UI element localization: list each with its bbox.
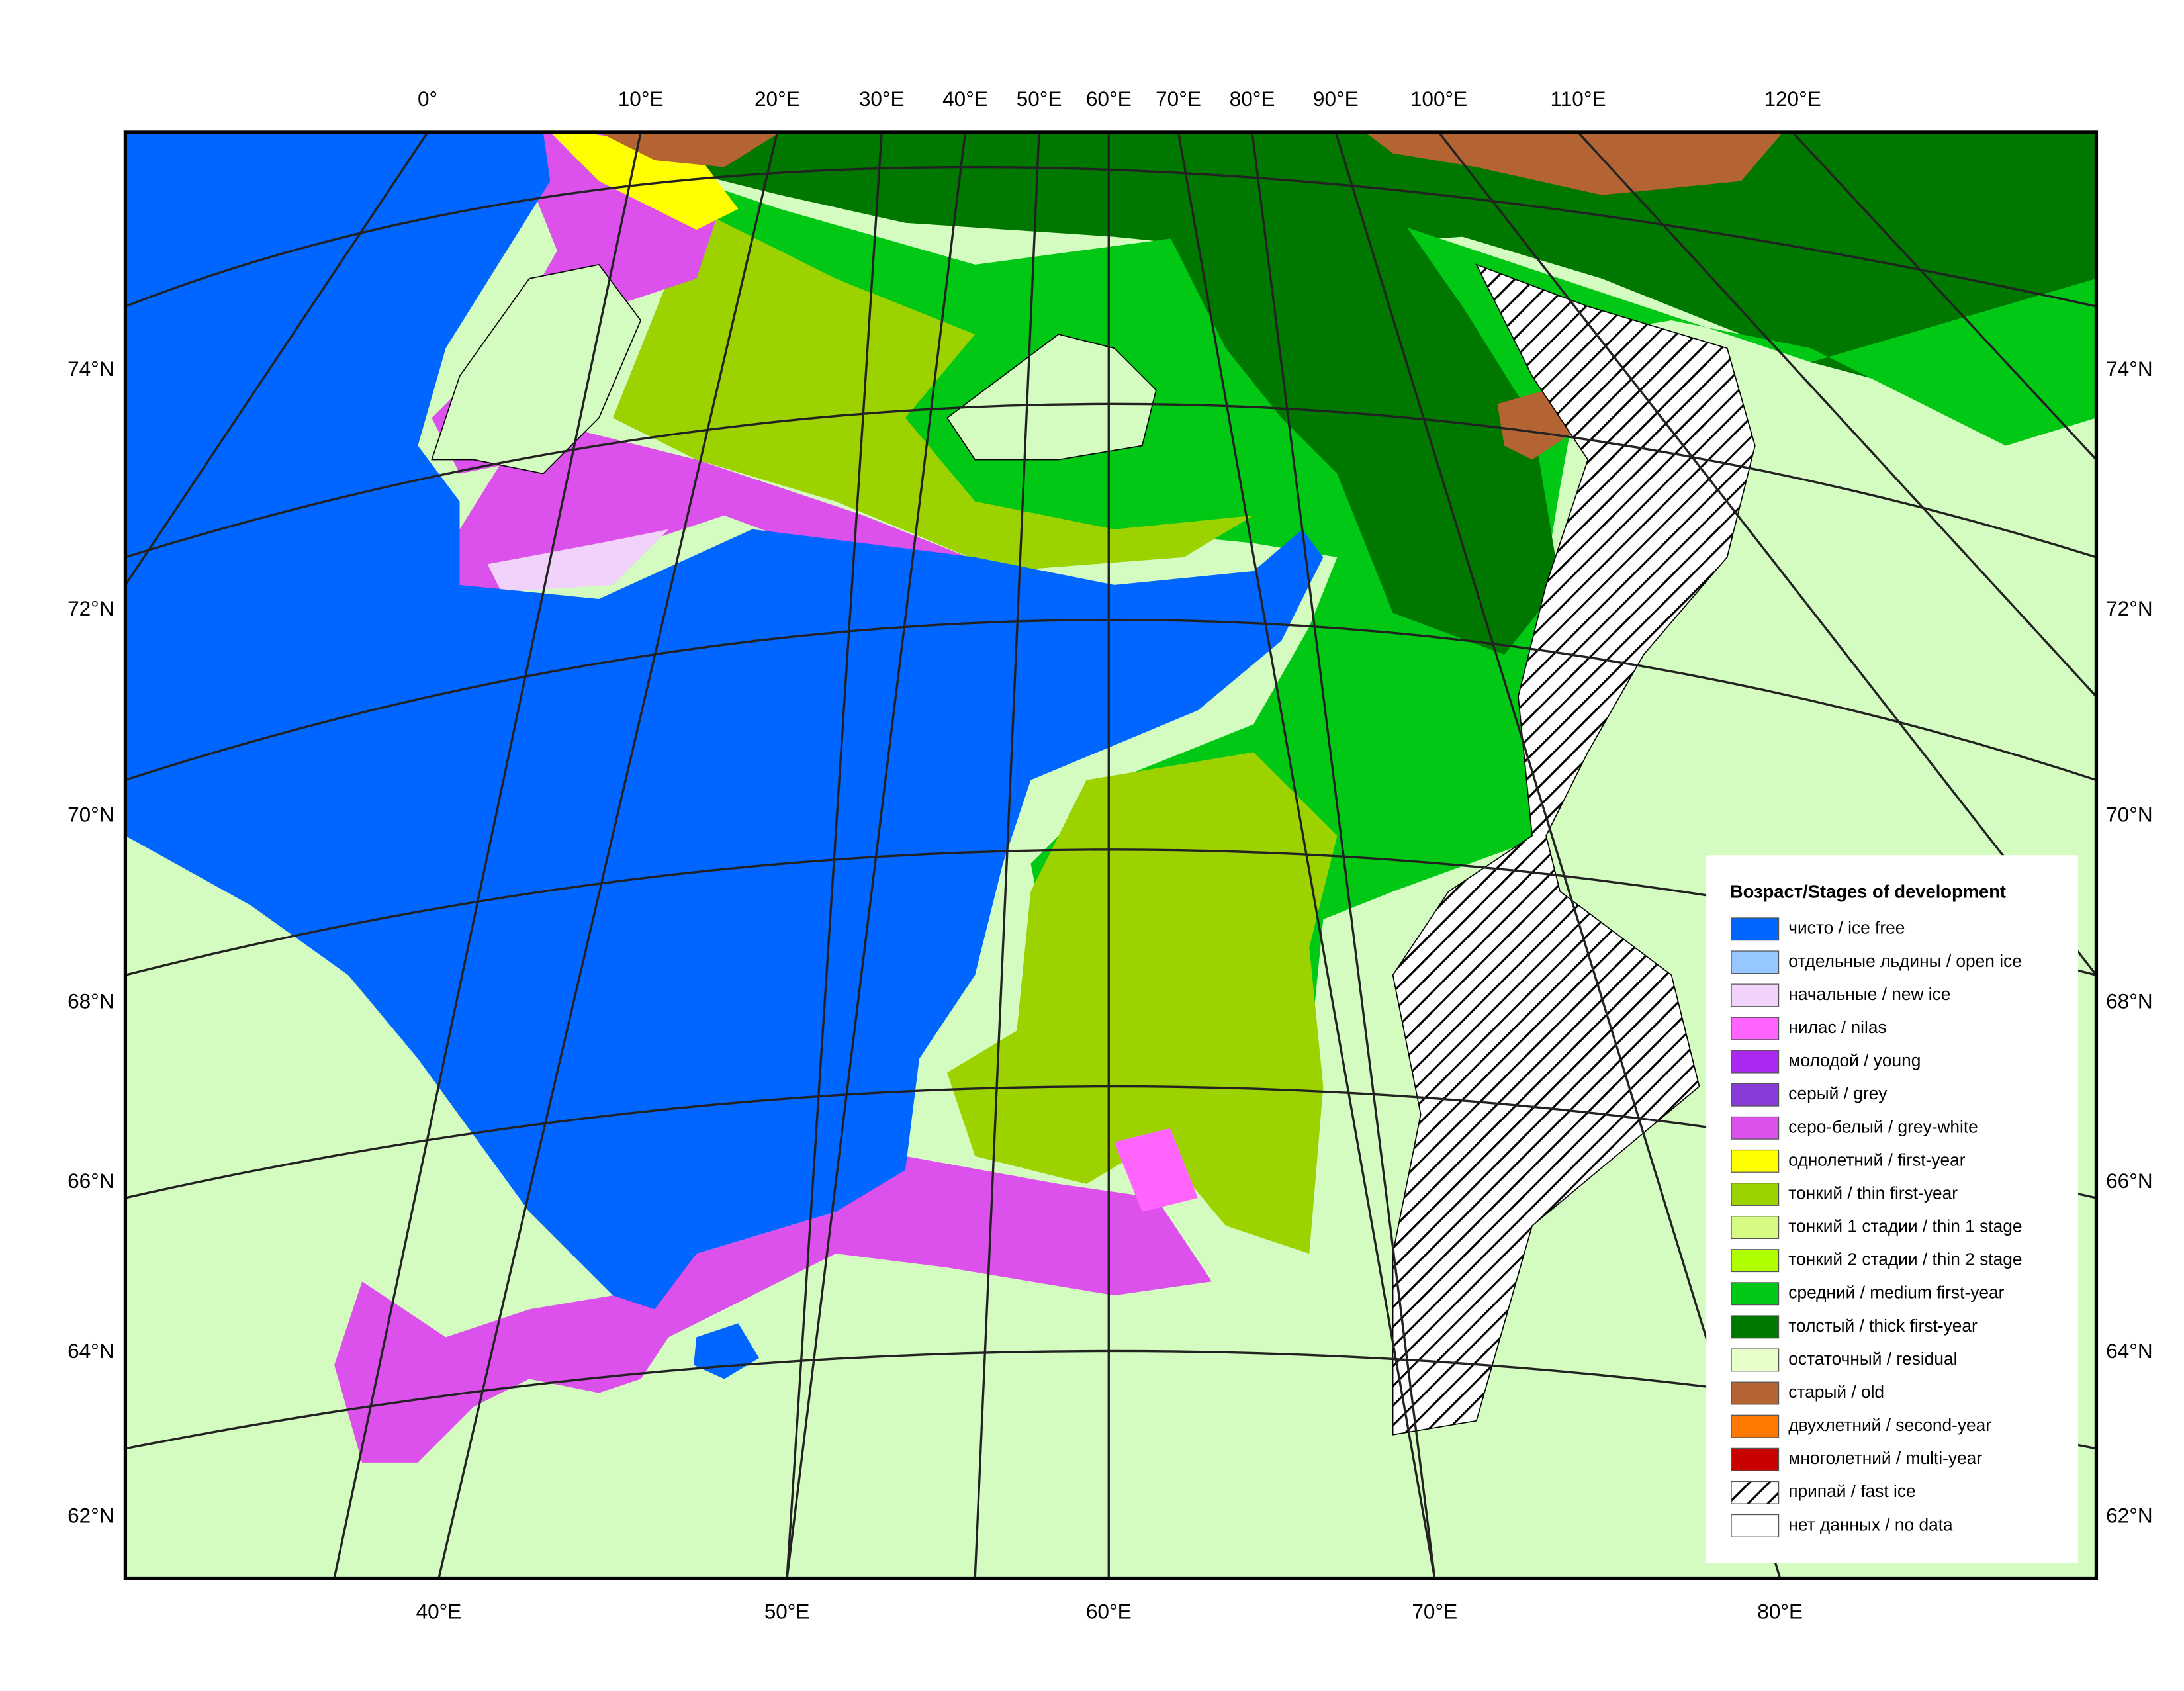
- legend-label: средний / medium first-year: [1788, 1283, 2004, 1303]
- legend-label: двухлетний / second-year: [1788, 1415, 1991, 1435]
- legend-label: чисто / ice free: [1788, 918, 1905, 938]
- right-lat-label: 72°N: [2106, 596, 2153, 620]
- legend-swatch: [1731, 950, 1780, 974]
- top-lon-label: 50°E: [1017, 87, 1062, 111]
- legend-swatch: [1731, 1514, 1780, 1537]
- top-lon-label: 110°E: [1551, 87, 1606, 111]
- legend-label: нилас / nilas: [1788, 1017, 1886, 1037]
- legend-swatch: [1731, 1481, 1780, 1504]
- left-lat-label: 62°N: [68, 1503, 114, 1527]
- legend-swatch: [1731, 1216, 1780, 1240]
- top-lon-label: 60°E: [1086, 87, 1132, 111]
- legend: Возраст/Stages of development чисто / ic…: [1706, 855, 2079, 1563]
- legend-label: нет данных / no data: [1788, 1514, 1953, 1534]
- legend-label: однолетний / first-year: [1788, 1150, 1965, 1169]
- legend-label: отдельные льдины / open ice: [1788, 951, 2022, 971]
- ice-old-2: [598, 132, 780, 167]
- ice-old: [1365, 132, 1783, 195]
- top-lon-label: 40°E: [942, 87, 988, 111]
- top-lon-label: 10°E: [618, 87, 664, 111]
- legend-swatch: [1731, 917, 1780, 941]
- legend-title: Возраст/Stages of development: [1730, 881, 2006, 901]
- legend-swatch: [1731, 1017, 1780, 1040]
- legend-label: тонкий / thin first-year: [1788, 1183, 1958, 1203]
- legend-label: начальные / new ice: [1788, 984, 1950, 1004]
- left-lat-label: 68°N: [68, 989, 114, 1013]
- right-lat-label: 74°N: [2106, 357, 2153, 381]
- top-lon-label: 30°E: [859, 87, 905, 111]
- legend-swatch: [1731, 1447, 1780, 1471]
- left-lat-label: 72°N: [68, 596, 114, 620]
- bottom-lon-label: 60°E: [1086, 1599, 1132, 1623]
- right-lat-label: 62°N: [2106, 1503, 2153, 1527]
- bottom-lon-label: 40°E: [416, 1599, 462, 1623]
- legend-label: толстый / thick first-year: [1788, 1316, 1978, 1336]
- map-frame: [123, 130, 2099, 1580]
- left-lat-label: 64°N: [68, 1339, 114, 1363]
- legend-swatch: [1731, 1348, 1780, 1372]
- legend-label: молодой / young: [1788, 1050, 1921, 1070]
- top-lon-label: 80°E: [1230, 87, 1275, 111]
- ice-free-sea: [125, 132, 1324, 1310]
- legend-swatch: [1731, 1282, 1780, 1306]
- left-lat-label: 70°N: [68, 803, 114, 827]
- legend-swatch: [1731, 1183, 1780, 1206]
- legend-label: тонкий 2 стадии / thin 2 stage: [1788, 1250, 2022, 1269]
- legend-swatch: [1731, 1083, 1780, 1107]
- right-lat-label: 64°N: [2106, 1339, 2153, 1363]
- legend-swatch: [1731, 1315, 1780, 1339]
- right-lat-label: 70°N: [2106, 803, 2153, 827]
- ice-new: [487, 529, 669, 592]
- legend-label: припай / fast ice: [1788, 1481, 1915, 1501]
- right-lat-label: 68°N: [2106, 989, 2153, 1013]
- left-lat-label: 66°N: [68, 1169, 114, 1193]
- map-body: 0° 10°E 20°E 30°E 40°E 50°E 60°E 70°E 80°E 90°E 10…: [68, 87, 2153, 1623]
- axis-labels: 0° 10°E 20°E 30°E 40°E 50°E 60°E 70°E 80°E 90°E 10…: [68, 87, 2153, 1623]
- legend-label: серый / grey: [1788, 1083, 1888, 1103]
- ice-thin: [613, 208, 1254, 571]
- legend-swatch: [1731, 1381, 1780, 1405]
- legend-label: тонкий 1 стадии / thin 1 stage: [1788, 1216, 2022, 1236]
- top-lon-label: 100°E: [1410, 87, 1467, 111]
- legend-swatch: [1731, 1149, 1780, 1173]
- legend-label: многолетний / multi-year: [1788, 1448, 1982, 1468]
- legend-label: старый / old: [1788, 1382, 1884, 1402]
- left-lat-label: 74°N: [68, 357, 114, 381]
- legend-label: остаточный / residual: [1788, 1349, 1957, 1369]
- top-lon-label: 0°: [418, 87, 437, 111]
- top-lon-label: 120°E: [1764, 87, 1821, 111]
- bottom-lon-label: 80°E: [1757, 1599, 1803, 1623]
- legend-swatch: [1731, 1050, 1780, 1074]
- legend-swatch: [1731, 1116, 1780, 1140]
- graticule: [125, 132, 2097, 1578]
- bottom-lon-label: 50°E: [764, 1599, 810, 1623]
- top-lon-label: 90°E: [1313, 87, 1359, 111]
- ice-thick: [557, 132, 2097, 418]
- ice-grey-white-3: [334, 1156, 1212, 1463]
- top-lon-label: 70°E: [1156, 87, 1201, 111]
- legend-swatch: [1731, 1414, 1780, 1438]
- ice-thin-2: [947, 752, 1338, 1254]
- legend-swatch: [1731, 983, 1780, 1007]
- ice-nilas: [1114, 1128, 1198, 1212]
- bottom-lon-label: 70°E: [1412, 1599, 1457, 1623]
- right-lat-label: 66°N: [2106, 1169, 2153, 1193]
- fast-ice: [1392, 263, 1756, 1436]
- top-lon-label: 20°E: [754, 87, 800, 111]
- island-2: [946, 334, 1157, 461]
- legend-swatch: [1731, 1249, 1780, 1273]
- legend-label: серо-белый / grey-white: [1788, 1117, 1978, 1136]
